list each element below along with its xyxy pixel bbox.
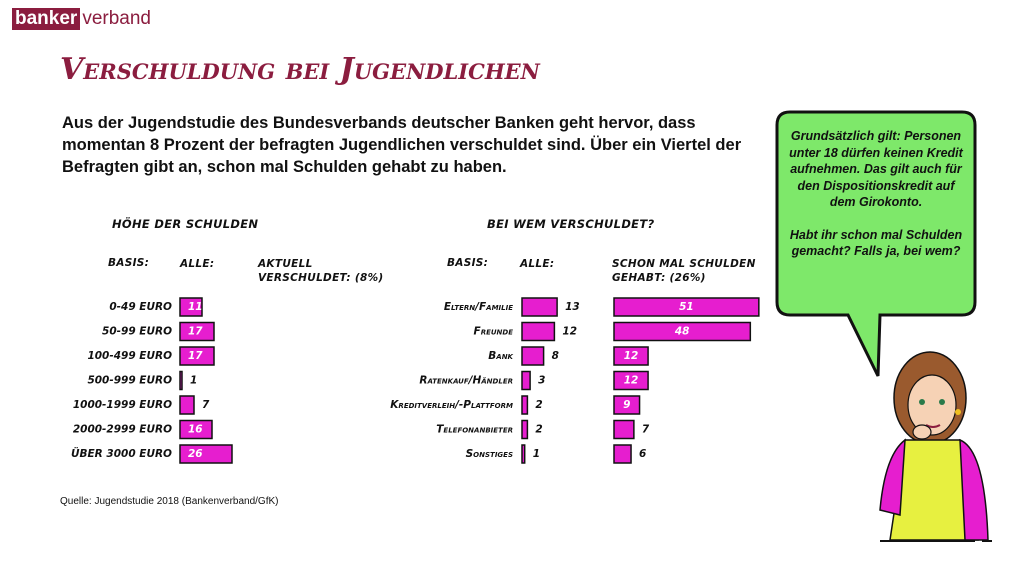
character xyxy=(879,351,992,542)
bar xyxy=(521,419,529,440)
value-label: 17 xyxy=(188,326,203,338)
bubble-text1: Grundsätzlich gilt: Personen unter 18 dü… xyxy=(789,129,963,209)
value-label: 9 xyxy=(623,399,630,411)
chart-title: HÖHE DER SCHULDEN xyxy=(112,217,259,231)
logo-part1: banker xyxy=(12,8,81,30)
bar xyxy=(179,370,183,391)
logo: banker verband xyxy=(12,8,151,30)
bar xyxy=(613,297,760,317)
speech-bubble xyxy=(775,110,977,377)
value-label: 12 xyxy=(624,350,639,362)
value-label: 2 xyxy=(535,399,542,411)
value-label: 6 xyxy=(639,448,646,460)
category-label: 500-999 EURO xyxy=(87,375,172,387)
value-label: 17 xyxy=(188,350,203,362)
basis-label: BASIS: xyxy=(108,257,150,269)
value-label: 7 xyxy=(642,424,650,436)
bar xyxy=(521,444,526,464)
bar xyxy=(613,370,649,391)
value-label: 8 xyxy=(552,350,559,362)
bar xyxy=(521,395,529,415)
category-label: 100-499 EURO xyxy=(87,350,172,362)
value-label: 1 xyxy=(533,448,540,460)
basis-label: BASIS: xyxy=(447,257,489,269)
value-label: 26 xyxy=(188,448,203,460)
basis-note: AKTUELL VERSCHULDET: (8%) xyxy=(258,258,384,284)
value-label: 7 xyxy=(202,399,210,411)
series-name: ALLE: xyxy=(520,258,555,270)
category-label: Bank xyxy=(488,350,513,362)
category-label: Freunde xyxy=(474,326,514,338)
value-label: 48 xyxy=(674,326,690,338)
bar xyxy=(179,321,215,342)
bubble-shape xyxy=(775,110,977,377)
value-label: 13 xyxy=(565,301,580,313)
bubble-text2: Habt ihr schon mal Schulden gemacht? Fal… xyxy=(789,227,963,259)
category-label: 50-99 EURO xyxy=(102,326,172,338)
value-label: 3 xyxy=(538,375,545,387)
bar xyxy=(521,370,531,391)
category-label: Kreditverleih/-Plattform xyxy=(390,399,513,411)
category-label: Eltern/Familie xyxy=(444,301,513,313)
intro-text: Aus der Jugendstudie des Bundesverbands … xyxy=(62,114,742,176)
value-label: 12 xyxy=(624,375,639,387)
bar xyxy=(613,321,752,342)
value-label: 2 xyxy=(535,424,542,436)
source: Quelle: Jugendstudie 2018 (Bankenverband… xyxy=(60,496,279,507)
category-label: ÜBER 3000 EURO xyxy=(71,446,172,460)
bar xyxy=(613,395,641,415)
bar xyxy=(179,395,195,415)
value-label: 12 xyxy=(562,326,577,338)
value-label: 11 xyxy=(188,301,203,313)
value-label: 1 xyxy=(190,375,197,387)
category-label: 1000-1999 EURO xyxy=(73,399,172,411)
bar xyxy=(179,297,203,317)
category-label: 0-49 EURO xyxy=(109,301,172,313)
chart-title: BEI WEM VERSCHULDET? xyxy=(487,217,655,231)
series-name: ALLE: xyxy=(180,258,215,270)
bubble-text: Grundsätzlich gilt: Personen unter 18 dü… xyxy=(784,128,968,260)
category-label: 2000-2999 EURO xyxy=(73,424,172,436)
value-label: 51 xyxy=(679,301,694,313)
bar xyxy=(179,444,233,464)
bar xyxy=(613,346,649,366)
bar xyxy=(179,346,215,366)
logo-part2: verband xyxy=(82,8,151,29)
bar xyxy=(179,419,213,440)
bar xyxy=(521,321,556,342)
value-label: 16 xyxy=(188,424,203,436)
category-label: Ratenkauf/Händler xyxy=(419,375,513,387)
slide-title: Verschuldung bei Jugendlichen xyxy=(60,52,540,87)
bar xyxy=(521,297,558,317)
bar xyxy=(613,419,635,440)
series-name: SCHON MAL SCHULDEN GEHABT: (26%) xyxy=(612,258,756,284)
category-label: Sonstiges xyxy=(466,448,513,460)
bar xyxy=(521,346,545,366)
bar xyxy=(613,444,632,464)
category-label: Telefonanbieter xyxy=(436,424,513,436)
